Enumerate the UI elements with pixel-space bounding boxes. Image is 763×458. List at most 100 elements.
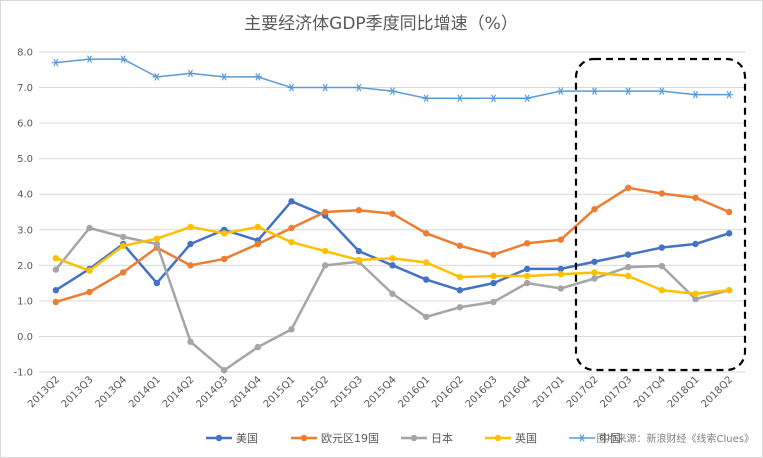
source-note: 图片来源：新浪财经《线索Clues》 [597, 432, 754, 445]
data-point [153, 240, 161, 248]
legend-item: 日本 [401, 431, 453, 445]
data-point [254, 223, 262, 231]
data-point [355, 207, 363, 214]
data-point [624, 87, 633, 95]
dashed-highlight-box [574, 57, 747, 372]
data-point [187, 240, 194, 248]
data-point [86, 288, 93, 296]
data-point [220, 367, 228, 374]
x-tick-label: 2014Q2 [161, 374, 197, 410]
data-point [119, 242, 127, 249]
legend-item: 美国 [206, 432, 258, 445]
data-point [389, 262, 396, 269]
data-point [692, 194, 699, 201]
data-point [557, 265, 565, 273]
data-point [455, 94, 464, 102]
data-point [557, 285, 565, 292]
series-2 [52, 224, 733, 374]
data-point [321, 208, 329, 216]
data-point [119, 55, 128, 63]
series-4 [51, 55, 734, 102]
data-point [288, 326, 295, 333]
data-point [153, 279, 161, 287]
data-point [591, 205, 598, 213]
data-point [523, 94, 532, 102]
data-point [288, 224, 295, 232]
x-tick-label: 2018Q2 [699, 374, 735, 410]
data-point [86, 224, 93, 232]
data-point [321, 83, 330, 92]
highlight-box [574, 57, 747, 372]
data-point [490, 251, 497, 258]
x-tick-label: 2014Q4 [228, 374, 264, 410]
data-point [51, 58, 60, 67]
data-point [253, 73, 262, 81]
data-point [254, 343, 262, 351]
data-point [153, 235, 161, 242]
legend-marker [410, 434, 418, 442]
data-point [490, 279, 497, 287]
x-tick-label: 2013Q2 [26, 374, 62, 410]
data-point [489, 94, 498, 102]
legend-item: 英国 [485, 431, 537, 445]
gridlines [39, 51, 746, 373]
data-point [354, 83, 363, 92]
data-point [725, 90, 734, 99]
data-point [456, 287, 464, 294]
data-point [321, 247, 329, 255]
data-point [523, 272, 531, 280]
data-point [119, 233, 127, 241]
data-point [389, 210, 396, 217]
data-point [658, 244, 666, 251]
x-tick-label: 2014Q1 [127, 374, 163, 410]
y-tick-label: 4.0 [17, 190, 33, 201]
y-axis-ticks: 8.0 7.0 6.0 5.0 4.0 3.0 2.0 1.0 0.0 -1.0 [13, 48, 33, 379]
data-point [52, 255, 60, 262]
data-point [725, 287, 733, 294]
data-point [692, 295, 699, 303]
x-tick-label: 2015Q2 [295, 374, 331, 410]
data-point [523, 240, 531, 247]
data-point [220, 230, 228, 237]
legend-label: 日本 [431, 431, 453, 445]
x-tick-label: 2018Q1 [666, 374, 702, 410]
x-tick-label: 2016Q2 [430, 374, 466, 410]
x-tick-label: 2016Q4 [497, 374, 533, 410]
data-point [186, 69, 195, 78]
x-axis-ticks: 2013Q22013Q32013Q42014Q12014Q22014Q32014… [26, 374, 735, 410]
data-point [456, 273, 464, 281]
data-point [658, 262, 666, 270]
legend-label: 英国 [515, 431, 537, 445]
legend-marker [578, 434, 586, 442]
data-point [85, 55, 94, 63]
data-point [523, 279, 531, 287]
data-point [523, 265, 531, 273]
series-lines [51, 55, 734, 374]
data-point [288, 198, 295, 205]
data-point [557, 271, 565, 278]
x-tick-label: 2015Q1 [262, 374, 298, 410]
data-point [624, 272, 632, 280]
data-point [321, 262, 329, 269]
y-tick-label: 7.0 [17, 83, 33, 94]
data-point [220, 255, 228, 263]
data-point [692, 240, 699, 248]
data-point [658, 190, 666, 197]
data-point [52, 287, 60, 294]
x-tick-label: 2017Q3 [598, 374, 634, 410]
x-tick-label: 2013Q4 [93, 374, 129, 410]
data-point [187, 262, 194, 269]
legend-label: 美国 [236, 432, 258, 445]
legend-label: 中国 [599, 432, 621, 445]
data-point [590, 87, 599, 95]
y-tick-label: 2.0 [17, 261, 33, 272]
series-3 [52, 223, 733, 297]
y-tick-label: 0.0 [17, 332, 33, 343]
y-tick-label: 5.0 [17, 154, 33, 165]
data-point [86, 267, 93, 274]
data-point [355, 256, 363, 264]
data-point [119, 269, 127, 276]
data-point [624, 251, 632, 258]
